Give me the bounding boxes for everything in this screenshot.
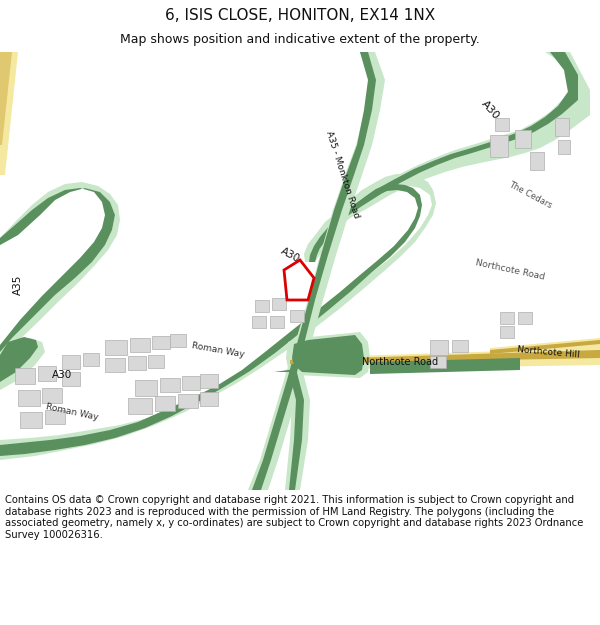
Bar — [272, 298, 286, 310]
Bar — [200, 374, 218, 388]
Text: 6, ISIS CLOSE, HONITON, EX14 1NX: 6, ISIS CLOSE, HONITON, EX14 1NX — [165, 8, 435, 23]
Text: Northcote Road: Northcote Road — [362, 357, 438, 367]
Text: A30: A30 — [279, 246, 301, 264]
Bar — [270, 316, 284, 328]
Bar — [452, 340, 468, 352]
Bar — [62, 355, 80, 369]
Bar — [500, 312, 514, 324]
Polygon shape — [290, 350, 600, 364]
Bar — [290, 310, 304, 322]
Bar — [105, 340, 127, 355]
Bar — [128, 356, 146, 370]
Bar — [430, 356, 446, 368]
Text: Northcote Hill: Northcote Hill — [517, 345, 580, 359]
Bar — [155, 396, 175, 411]
Polygon shape — [370, 358, 520, 368]
Polygon shape — [292, 335, 364, 375]
Text: Map shows position and indicative extent of the property.: Map shows position and indicative extent… — [120, 32, 480, 46]
Polygon shape — [286, 332, 370, 378]
Bar — [430, 340, 448, 355]
Polygon shape — [304, 52, 590, 262]
Bar — [148, 355, 164, 368]
Bar — [555, 118, 569, 136]
Bar — [62, 372, 80, 386]
Bar — [518, 312, 532, 324]
Polygon shape — [0, 337, 38, 382]
Bar — [558, 140, 570, 154]
Polygon shape — [0, 184, 422, 456]
Polygon shape — [252, 52, 376, 490]
Bar — [38, 366, 56, 381]
Polygon shape — [0, 338, 45, 390]
Text: A30: A30 — [479, 99, 501, 121]
Bar — [255, 300, 269, 312]
Bar — [530, 152, 544, 170]
Polygon shape — [309, 52, 578, 262]
Bar — [490, 135, 508, 157]
Polygon shape — [490, 338, 600, 358]
Text: A35: A35 — [13, 275, 23, 295]
Text: A30: A30 — [52, 370, 72, 380]
Text: Roman Way: Roman Way — [191, 341, 245, 359]
Bar — [45, 410, 65, 424]
Bar — [128, 398, 152, 414]
Polygon shape — [0, 52, 12, 145]
Bar — [182, 376, 200, 390]
Polygon shape — [0, 174, 436, 460]
Bar — [83, 353, 99, 366]
Text: Contains OS data © Crown copyright and database right 2021. This information is : Contains OS data © Crown copyright and d… — [5, 495, 583, 540]
Polygon shape — [370, 358, 520, 374]
Bar — [500, 326, 514, 338]
Bar — [130, 338, 150, 352]
Bar — [495, 118, 509, 131]
Bar — [200, 392, 218, 406]
Bar — [152, 336, 170, 349]
Text: Roman Way: Roman Way — [45, 402, 99, 422]
Polygon shape — [490, 340, 600, 354]
Bar — [15, 368, 35, 384]
Text: The Cedars: The Cedars — [507, 180, 553, 210]
Bar — [252, 316, 266, 328]
Text: Northcote Road: Northcote Road — [475, 258, 545, 282]
Bar — [20, 412, 42, 428]
Bar — [42, 388, 62, 403]
Polygon shape — [0, 188, 115, 352]
Bar — [170, 334, 186, 347]
Bar — [160, 378, 180, 392]
Bar — [105, 358, 125, 372]
Polygon shape — [274, 369, 304, 490]
Polygon shape — [248, 52, 385, 490]
Bar — [178, 394, 198, 408]
Bar — [18, 390, 40, 406]
Polygon shape — [0, 182, 120, 360]
Polygon shape — [290, 348, 600, 370]
Bar — [515, 130, 531, 148]
Polygon shape — [265, 368, 310, 490]
Polygon shape — [0, 52, 18, 175]
Text: A35 - Monkton Road: A35 - Monkton Road — [323, 130, 361, 220]
Bar — [135, 380, 157, 396]
